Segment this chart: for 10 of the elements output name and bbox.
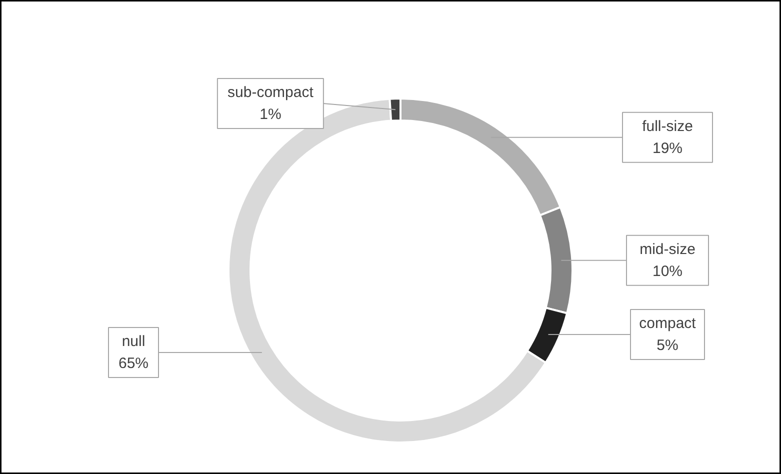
data-label: 1%	[260, 106, 282, 123]
slice-label: sub-compact	[228, 84, 314, 101]
data-label: 65%	[118, 354, 149, 372]
data-label: 19%	[652, 140, 683, 157]
slice-label: null	[122, 332, 146, 350]
slice-label: compact	[639, 314, 697, 332]
data-label: 5%	[656, 336, 678, 354]
data-label: 10%	[652, 262, 683, 280]
slice-label: full-size	[642, 118, 693, 135]
slice-label: mid-size	[640, 240, 696, 258]
